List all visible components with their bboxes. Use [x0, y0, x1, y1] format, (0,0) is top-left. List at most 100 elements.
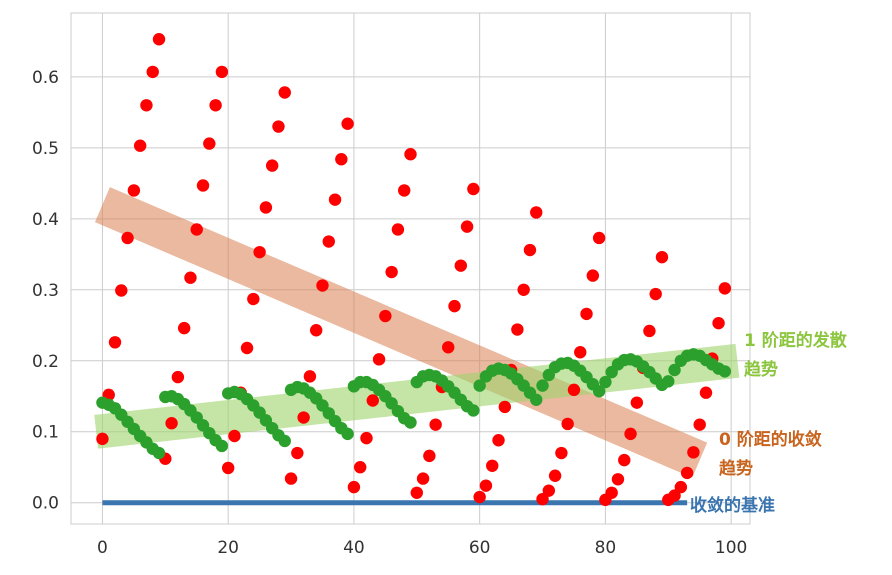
- green-point: [592, 385, 606, 398]
- red-point: [259, 201, 273, 214]
- red-point: [680, 466, 694, 480]
- red-point: [190, 223, 203, 236]
- green-trend-label-line2: 趋势: [744, 359, 778, 380]
- red-point: [429, 418, 442, 431]
- x-axis-ticks: 0 20 40 60 80 100: [97, 538, 747, 558]
- green-point: [341, 427, 354, 441]
- red-point: [448, 299, 461, 313]
- red-point: [335, 153, 348, 166]
- orange-trend-label-line2: 趋势: [719, 458, 753, 479]
- red-point: [96, 432, 109, 446]
- red-point: [203, 137, 216, 150]
- x-tick-label: 80: [595, 538, 617, 558]
- red-point: [272, 120, 285, 133]
- red-point: [416, 472, 430, 485]
- plot-area: [70, 12, 751, 525]
- red-point: [385, 265, 398, 279]
- series-0-points: [96, 33, 732, 507]
- red-point: [536, 492, 549, 506]
- red-point: [542, 484, 556, 497]
- red-point: [303, 370, 317, 383]
- red-point: [624, 427, 637, 441]
- red-point: [460, 220, 474, 233]
- red-point: [347, 480, 361, 494]
- red-point: [297, 411, 310, 424]
- red-point: [580, 307, 593, 321]
- red-point: [240, 341, 254, 355]
- green-point: [473, 379, 486, 392]
- red-point: [177, 321, 191, 335]
- red-point: [133, 139, 147, 152]
- red-point: [611, 473, 625, 486]
- red-point: [410, 486, 423, 499]
- y-tick-label: 0.4: [32, 210, 59, 230]
- red-point: [643, 324, 656, 338]
- y-tick-label: 0.0: [32, 494, 59, 514]
- red-point: [328, 193, 342, 206]
- red-point: [467, 182, 480, 196]
- red-point: [184, 271, 197, 284]
- red-point: [127, 184, 141, 197]
- orange-trend-label-line1: 0 阶距的收敛: [719, 429, 822, 450]
- x-tick-label: 20: [217, 538, 239, 558]
- red-point: [423, 449, 436, 463]
- red-point: [567, 383, 581, 397]
- red-point: [574, 346, 587, 359]
- red-point: [140, 99, 153, 112]
- red-point: [309, 324, 323, 337]
- red-point: [152, 33, 166, 46]
- x-tick-label: 0: [97, 538, 108, 558]
- red-point: [404, 148, 417, 161]
- red-point: [165, 417, 178, 430]
- red-point: [586, 269, 600, 282]
- red-point: [291, 446, 304, 460]
- x-tick-label: 100: [715, 538, 747, 558]
- red-point: [718, 282, 732, 295]
- red-point: [492, 434, 505, 447]
- red-point: [699, 386, 713, 399]
- green-point: [530, 393, 543, 406]
- orange-trend-band: [94, 187, 708, 478]
- red-point: [398, 184, 411, 197]
- red-point: [618, 453, 631, 467]
- red-point: [498, 400, 512, 414]
- red-point: [171, 370, 185, 384]
- green-point: [662, 375, 675, 388]
- green-point: [718, 365, 732, 378]
- red-point: [196, 179, 210, 192]
- red-point: [316, 279, 329, 292]
- red-point: [278, 86, 291, 99]
- green-point: [536, 379, 549, 392]
- red-point: [523, 243, 537, 257]
- red-point: [687, 446, 700, 459]
- red-point: [391, 223, 405, 236]
- y-tick-label: 0.3: [32, 281, 59, 301]
- red-point: [479, 479, 493, 492]
- green-point: [599, 375, 612, 389]
- green-point: [467, 404, 480, 417]
- red-point: [228, 429, 241, 443]
- red-point: [454, 259, 467, 272]
- y-tick-label: 0.1: [32, 423, 59, 443]
- red-point: [253, 245, 266, 259]
- green-point: [215, 439, 229, 453]
- red-point: [561, 417, 574, 431]
- y-tick-label: 0.5: [32, 139, 59, 159]
- red-point: [284, 472, 298, 485]
- x-tick-label: 60: [469, 538, 491, 558]
- y-axis-ticks: 0.0 0.1 0.2 0.3 0.4 0.5 0.6: [32, 68, 59, 514]
- red-point: [209, 99, 222, 112]
- green-point: [404, 416, 417, 429]
- y-tick-label: 0.2: [32, 352, 59, 372]
- green-point: [668, 363, 681, 377]
- red-point: [693, 418, 706, 431]
- y-tick-label: 0.6: [32, 68, 59, 88]
- red-point: [115, 284, 128, 297]
- red-point: [668, 489, 681, 502]
- red-point: [649, 287, 662, 301]
- green-point: [152, 446, 166, 460]
- red-point: [372, 353, 386, 366]
- red-point: [530, 206, 543, 219]
- red-point: [215, 65, 229, 79]
